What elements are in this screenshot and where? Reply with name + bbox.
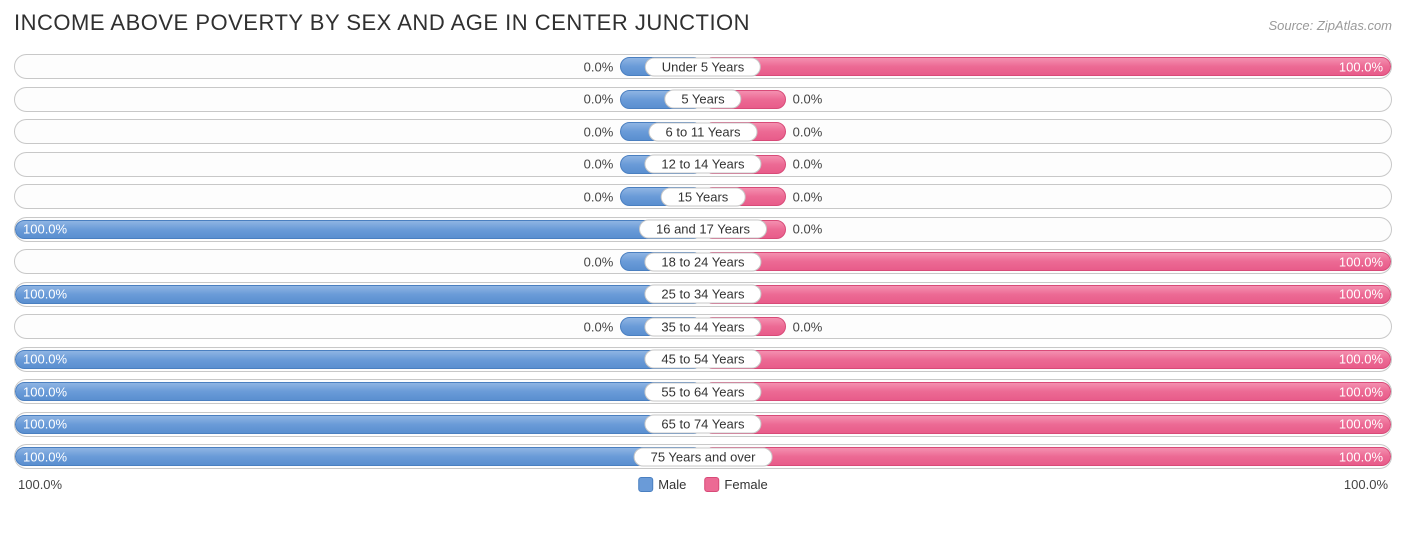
- chart-row: 0.0% 0.0% 35 to 44 Years: [14, 314, 1392, 339]
- chart-row: 100.0% 100.0% 55 to 64 Years: [14, 379, 1392, 404]
- source-attribution: Source: ZipAtlas.com: [1268, 18, 1392, 33]
- male-bar: [15, 382, 703, 401]
- female-value: 0.0%: [793, 124, 823, 139]
- age-label: 18 to 24 Years: [644, 252, 761, 271]
- male-value: 100.0%: [23, 384, 67, 399]
- male-value: 100.0%: [23, 417, 67, 432]
- age-label: 65 to 74 Years: [644, 415, 761, 434]
- male-bar: [15, 447, 703, 466]
- male-swatch: [638, 477, 653, 492]
- chart-row: 100.0% 100.0% 45 to 54 Years: [14, 347, 1392, 372]
- male-value: 100.0%: [23, 449, 67, 464]
- chart-title: INCOME ABOVE POVERTY BY SEX AND AGE IN C…: [14, 10, 750, 36]
- male-bar: [15, 415, 703, 434]
- age-label: 6 to 11 Years: [649, 122, 758, 141]
- female-bar: [703, 382, 1391, 401]
- female-value: 100.0%: [1339, 287, 1383, 302]
- male-value: 100.0%: [23, 222, 67, 237]
- male-bar: [15, 285, 703, 304]
- axis-left-label: 100.0%: [18, 477, 62, 492]
- legend-female: Female: [704, 477, 767, 492]
- male-value: 100.0%: [23, 352, 67, 367]
- age-label: 75 Years and over: [634, 447, 773, 466]
- male-value: 0.0%: [584, 92, 614, 107]
- female-value: 100.0%: [1339, 449, 1383, 464]
- female-value: 100.0%: [1339, 417, 1383, 432]
- chart-row: 100.0% 0.0% 16 and 17 Years: [14, 217, 1392, 242]
- age-label: 15 Years: [661, 187, 746, 206]
- female-value: 100.0%: [1339, 384, 1383, 399]
- age-label: 55 to 64 Years: [644, 382, 761, 401]
- male-value: 0.0%: [584, 254, 614, 269]
- chart-row: 0.0% 0.0% 12 to 14 Years: [14, 152, 1392, 177]
- age-label: Under 5 Years: [645, 57, 761, 76]
- female-swatch: [704, 477, 719, 492]
- legend-male: Male: [638, 477, 686, 492]
- female-value: 100.0%: [1339, 59, 1383, 74]
- chart-row: 100.0% 100.0% 25 to 34 Years: [14, 282, 1392, 307]
- age-label: 25 to 34 Years: [644, 285, 761, 304]
- chart-row: 0.0% 100.0% 18 to 24 Years: [14, 249, 1392, 274]
- male-bar: [15, 350, 703, 369]
- female-bar: [703, 57, 1391, 76]
- chart-row: 0.0% 0.0% 6 to 11 Years: [14, 119, 1392, 144]
- male-value: 0.0%: [584, 59, 614, 74]
- chart-row: 0.0% 100.0% Under 5 Years: [14, 54, 1392, 79]
- male-value: 0.0%: [584, 124, 614, 139]
- female-bar: [703, 252, 1391, 271]
- female-value: 0.0%: [793, 189, 823, 204]
- male-bar: [15, 220, 703, 239]
- female-bar: [703, 285, 1391, 304]
- male-value: 0.0%: [584, 189, 614, 204]
- age-label: 16 and 17 Years: [639, 220, 767, 239]
- age-label: 35 to 44 Years: [644, 317, 761, 336]
- female-value: 0.0%: [793, 92, 823, 107]
- female-bar: [703, 447, 1391, 466]
- female-value: 100.0%: [1339, 254, 1383, 269]
- female-bar: [703, 415, 1391, 434]
- diverging-bar-chart: 0.0%100.0%Under 5 Years0.0%0.0%5 Years0.…: [14, 54, 1392, 469]
- legend: Male Female: [638, 477, 768, 492]
- male-value: 100.0%: [23, 287, 67, 302]
- female-value: 0.0%: [793, 319, 823, 334]
- x-axis: 100.0% Male Female 100.0%: [14, 477, 1392, 492]
- age-label: 12 to 14 Years: [644, 155, 761, 174]
- female-bar: [703, 350, 1391, 369]
- chart-row: 100.0% 100.0% 65 to 74 Years: [14, 412, 1392, 437]
- chart-row: 0.0% 0.0% 5 Years: [14, 87, 1392, 112]
- age-label: 5 Years: [664, 90, 741, 109]
- age-label: 45 to 54 Years: [644, 350, 761, 369]
- chart-header: INCOME ABOVE POVERTY BY SEX AND AGE IN C…: [14, 10, 1392, 36]
- female-value: 0.0%: [793, 157, 823, 172]
- axis-right-label: 100.0%: [1344, 477, 1388, 492]
- male-value: 0.0%: [584, 319, 614, 334]
- female-value: 0.0%: [793, 222, 823, 237]
- male-value: 0.0%: [584, 157, 614, 172]
- female-value: 100.0%: [1339, 352, 1383, 367]
- chart-row: 0.0% 0.0% 15 Years: [14, 184, 1392, 209]
- chart-row: 100.0% 100.0% 75 Years and over: [14, 444, 1392, 469]
